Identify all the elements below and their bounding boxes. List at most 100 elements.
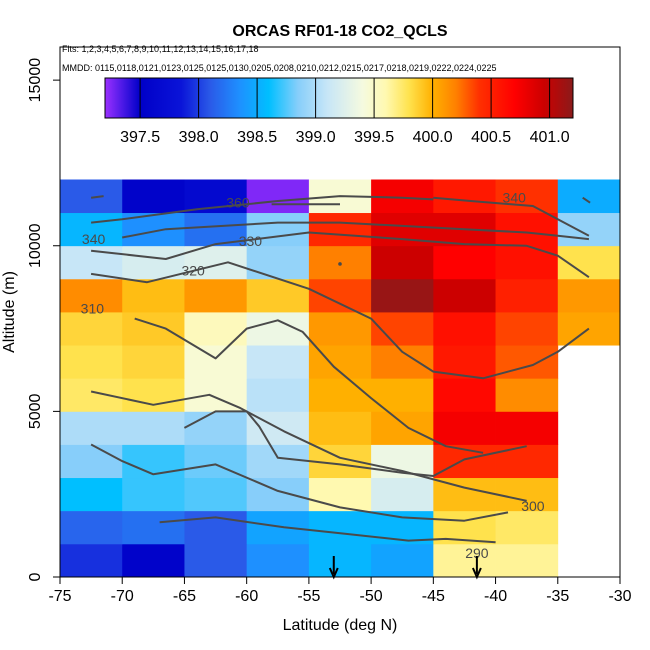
heatmap-cell — [246, 444, 310, 479]
contour-label: 290 — [465, 545, 489, 561]
contour-line — [90, 261, 590, 380]
heatmap-cell — [308, 411, 372, 445]
heatmap-cell — [122, 345, 185, 379]
heatmap-cell — [557, 179, 620, 214]
heatmap-cell — [184, 312, 248, 346]
heatmap-cell — [122, 543, 185, 577]
heatmap-cell — [371, 278, 434, 313]
heatmap-cell — [371, 245, 434, 280]
heatmap-cell — [495, 245, 559, 280]
heatmap-cell — [308, 510, 372, 545]
contour-line — [122, 221, 590, 241]
heatmap-cell — [495, 212, 559, 247]
colorbar-tick-label: 399.0 — [296, 129, 336, 146]
heatmap-cell — [246, 345, 310, 379]
heatmap-cell — [371, 477, 434, 512]
contour-line — [90, 195, 434, 224]
heatmap-cell — [308, 543, 372, 577]
x-tick-label: -65 — [173, 588, 196, 605]
x-tick-label: -40 — [484, 588, 507, 605]
heatmap-cell — [557, 312, 620, 346]
heatmap-cell — [495, 345, 559, 379]
heatmap-cell — [246, 278, 310, 313]
heatmap-cell — [246, 378, 310, 412]
heatmap-cell — [433, 245, 496, 280]
chart-title: ORCAS RF01-18 CO2_QCLS — [232, 23, 447, 40]
heatmap-cell — [433, 477, 496, 512]
heatmap-cells — [60, 179, 620, 577]
plot-frame — [59, 46, 621, 578]
heatmap-cell — [246, 543, 310, 577]
heatmap-cell — [371, 345, 434, 379]
heatmap-cell — [433, 278, 496, 313]
contour-label: 360 — [226, 195, 250, 211]
heatmap-cell — [60, 411, 123, 445]
heatmap-cell — [308, 477, 372, 512]
contour-lines: 290 300 310 320 330 340 340 360 — [81, 190, 591, 561]
colorbar-tick-label: 398.5 — [237, 129, 277, 146]
x-axis-label: Latitude (deg N) — [283, 617, 398, 634]
heatmap-cell — [122, 444, 185, 479]
contour-line — [183, 410, 527, 477]
contour-label: 300 — [521, 498, 545, 514]
heatmap-cell — [308, 312, 372, 346]
heatmap-cell — [371, 543, 434, 577]
heatmap-cell — [122, 278, 185, 313]
y-tick-label: 5000 — [27, 393, 44, 429]
heatmap-cell — [60, 312, 123, 346]
colorbar-ticks: 397.5 398.0 398.5 399.0 399.5 400.0 400.5 401.0 — [120, 78, 570, 146]
dates-line: MMDD: 0115,0118,0121,0123,0125,0125,0130… — [62, 63, 497, 73]
contour-label: 340 — [82, 231, 106, 247]
contour-label: 320 — [181, 263, 205, 279]
heatmap-cell — [60, 179, 123, 214]
heatmap-cell — [60, 477, 123, 512]
heatmap-cell — [184, 543, 248, 577]
heatmap-cell — [308, 278, 372, 313]
colorbar-tick-label: 399.5 — [354, 129, 394, 146]
heatmap-cell — [246, 212, 310, 247]
colorbar: 397.5 398.0 398.5 399.0 399.5 400.0 400.5 401.0 — [104, 77, 574, 146]
colorbar-tick-label: 400.0 — [413, 129, 453, 146]
heatmap-cell — [184, 345, 248, 379]
heatmap-cell — [122, 245, 185, 280]
x-tick-label: -35 — [546, 588, 569, 605]
colorbar-tick-label: 400.5 — [471, 129, 511, 146]
heatmap-cell — [495, 510, 559, 545]
colorbar-tick-label: 401.0 — [530, 129, 570, 146]
y-tick-label: 0 — [27, 572, 44, 581]
x-tick-label: -75 — [48, 588, 71, 605]
heatmap-cell — [557, 212, 620, 247]
x-tick-label: -55 — [297, 588, 320, 605]
contour-label: 330 — [239, 233, 263, 249]
heatmap-cell — [60, 444, 123, 479]
contour-line — [90, 231, 590, 279]
colorbar-gradient — [105, 78, 573, 118]
heatmap-cell — [495, 444, 559, 479]
colorbar-frame — [104, 77, 574, 119]
x-tick-label: -50 — [360, 588, 383, 605]
contour-label: 310 — [81, 301, 105, 317]
heatmap-cell — [495, 477, 559, 512]
colorbar-tick-label: 398.0 — [179, 129, 219, 146]
contour-line — [433, 196, 590, 237]
contour-line — [90, 443, 509, 522]
heatmap-cell — [495, 312, 559, 346]
heatmap-cell — [308, 212, 372, 247]
contour-line — [582, 196, 591, 204]
y-axis: 0 5000 10000 15000 — [27, 58, 60, 581]
heatmap-cell — [60, 510, 123, 545]
heatmap-cell — [433, 411, 496, 445]
contour-dot — [338, 262, 342, 266]
y-tick-label: 15000 — [27, 58, 44, 103]
heatmap-cell — [246, 245, 310, 280]
heatmap-cell — [122, 477, 185, 512]
x-tick-label: -30 — [608, 588, 631, 605]
x-tick-label: -70 — [111, 588, 134, 605]
heatmap-cell — [122, 510, 185, 545]
heatmap-cell — [184, 477, 248, 512]
heatmap-cell — [246, 510, 310, 545]
heatmap-cell — [495, 278, 559, 313]
heatmap-cell — [184, 411, 248, 445]
heatmap-cell — [60, 278, 123, 313]
heatmap-cell — [495, 411, 559, 445]
